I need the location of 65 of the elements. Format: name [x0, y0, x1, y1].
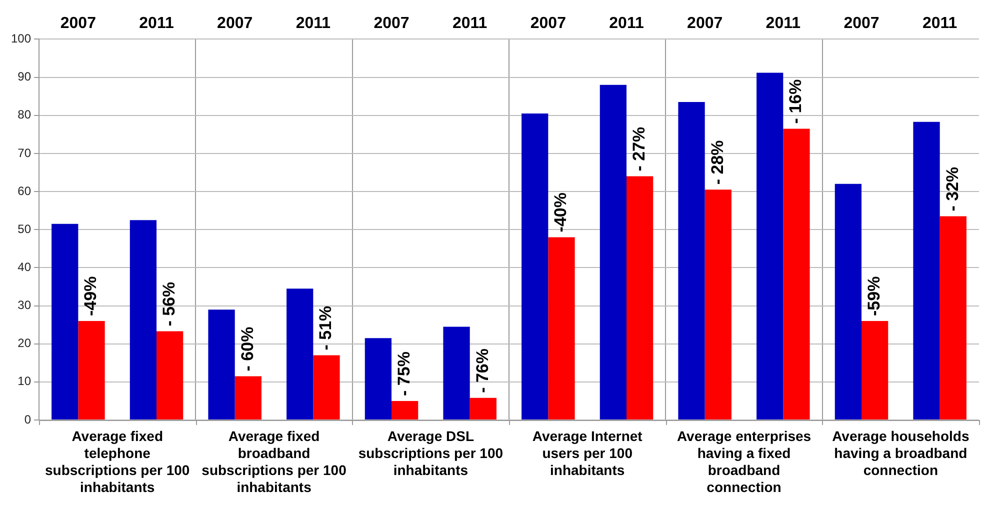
y-tick-label: 50 [18, 222, 32, 236]
x-tick-label: 2011 [766, 15, 801, 32]
bar [783, 128, 810, 420]
bar [913, 122, 940, 420]
y-tick-label: 60 [18, 184, 32, 198]
y-tick-label: 10 [18, 374, 32, 388]
text: Average Internet users per 100 inhabitants [532, 428, 643, 478]
x-tick-label: 2007 [530, 15, 566, 32]
annotation: - 32% [942, 166, 962, 212]
bar [156, 331, 184, 420]
bar [392, 400, 418, 420]
bar [862, 320, 888, 420]
text: Average fixed broadband subscriptions per 100 inhabitants [202, 428, 347, 495]
text: Average DSL subscriptions per 100 inhabitants [358, 428, 504, 478]
annotation: - 51% [316, 306, 336, 350]
bar [600, 84, 627, 420]
bar [940, 216, 966, 420]
bar [834, 184, 862, 420]
annotation: - 56% [160, 282, 179, 326]
y-tick-label: 100 [10, 32, 32, 46]
x-tick-label: 2011 [296, 15, 331, 32]
bar [364, 338, 392, 420]
annotation: -59% [864, 276, 884, 316]
bar [548, 237, 575, 420]
bar [704, 190, 732, 420]
bar [470, 398, 496, 420]
annotation: -40% [551, 192, 570, 232]
x-tick-label: 2011 [609, 15, 644, 32]
bar [313, 355, 340, 420]
annotation: - 75% [394, 352, 414, 396]
y-tick-label: 70 [18, 146, 32, 160]
x-tick-label: 2007 [60, 15, 96, 32]
x-tick-label: 2007 [374, 15, 410, 32]
x-tick-label: 2011 [139, 15, 174, 32]
x-tick-label: 2007 [217, 15, 253, 32]
annotation: - 60% [238, 326, 257, 372]
annotation: - 76% [472, 348, 492, 393]
y-tick-label: 0 [24, 412, 32, 426]
annotation: -49% [81, 276, 100, 316]
y-tick-label: 30 [18, 298, 32, 312]
annotation: - 27% [630, 126, 649, 172]
annotation: - 16% [786, 79, 806, 124]
text: Average enterprises having a fixed broadband connection [676, 428, 812, 495]
bar [208, 310, 235, 420]
bar [756, 72, 784, 420]
bar [443, 326, 470, 420]
y-tick-label: 40 [18, 260, 32, 274]
x-tick-label: 2007 [844, 15, 880, 32]
bar [78, 320, 105, 420]
bar [234, 376, 262, 420]
bar [286, 288, 314, 420]
bar [52, 224, 78, 420]
bar [678, 102, 705, 420]
x-tick-label: 2007 [687, 15, 723, 32]
annotation: - 28% [708, 140, 727, 185]
y-tick-label: 20 [18, 336, 32, 350]
text: Average households having a broadband connection [832, 428, 970, 478]
bar [130, 220, 157, 420]
text: Average fixed telephone subscriptions per 100 inhabitants [44, 428, 190, 495]
x-tick-label: 2011 [922, 15, 958, 32]
y-tick-label: 80 [18, 108, 32, 122]
bar [522, 113, 548, 420]
x-tick-label: 2011 [452, 15, 488, 32]
y-tick-label: 90 [18, 70, 32, 84]
bar [626, 176, 654, 420]
